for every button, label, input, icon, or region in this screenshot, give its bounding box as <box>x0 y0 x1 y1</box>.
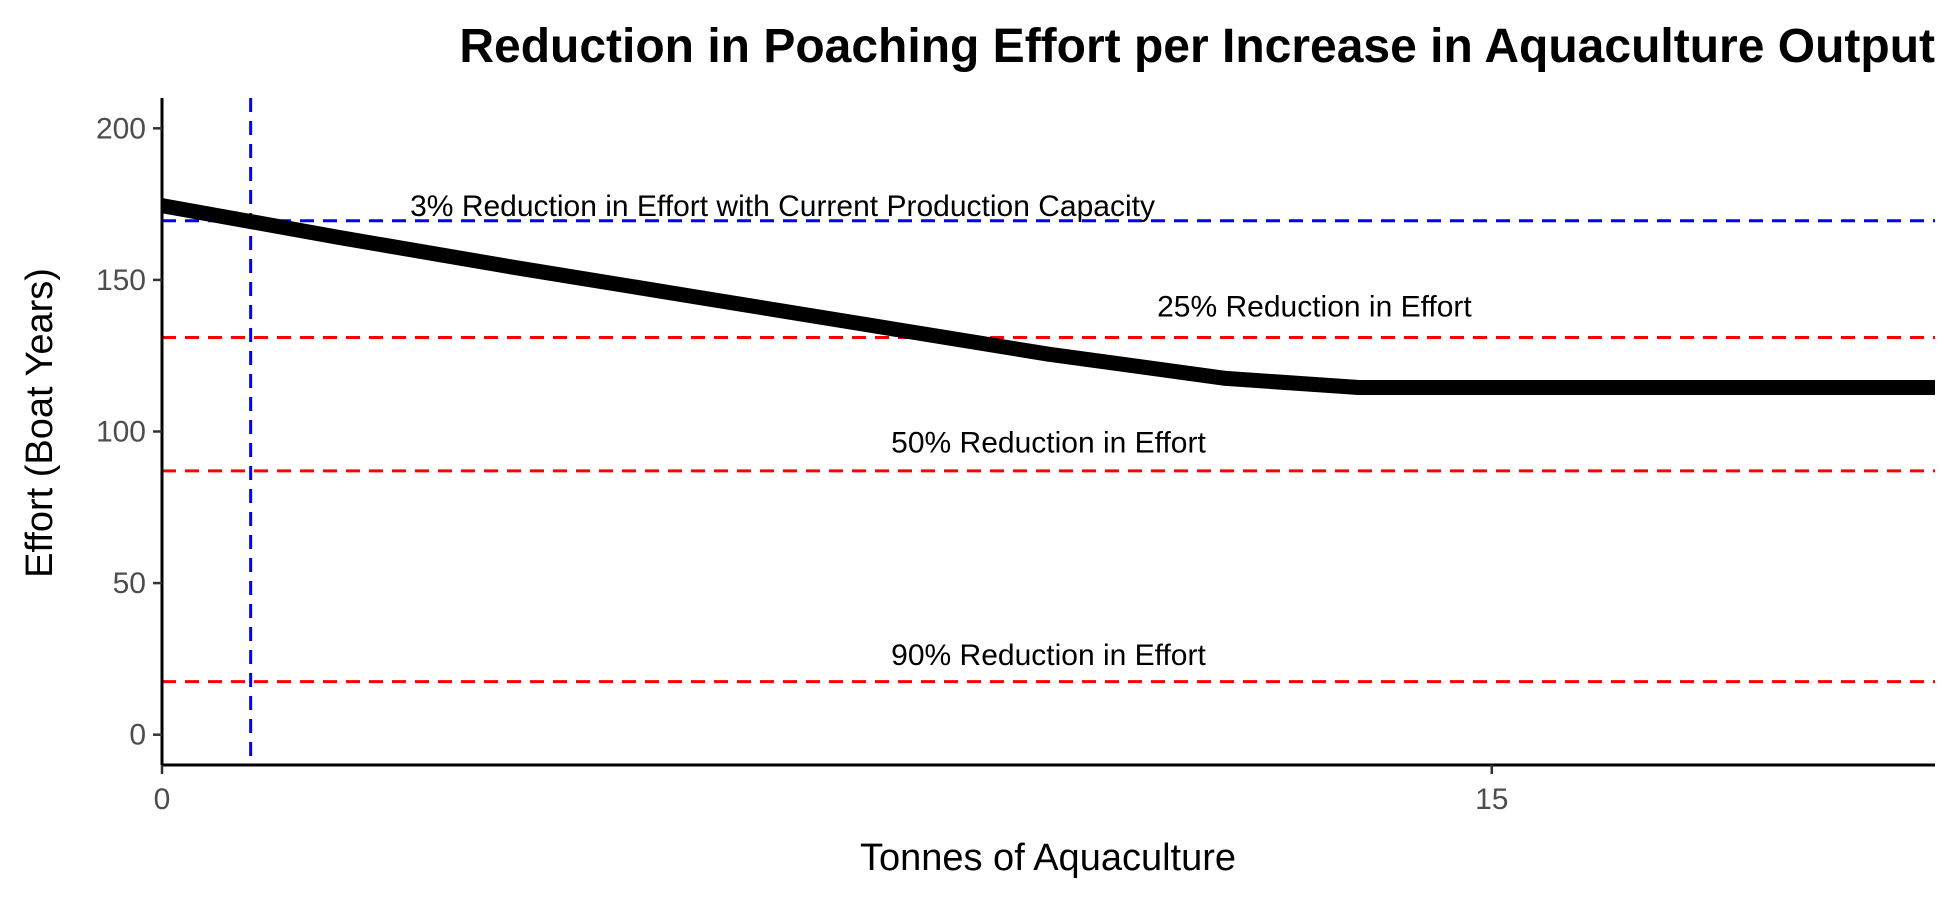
x-axis-title: Tonnes of Aquaculture <box>860 837 1236 879</box>
annotation-0: 3% Reduction in Effort with Current Prod… <box>410 190 1155 223</box>
annotation-1: 25% Reduction in Effort <box>1157 290 1472 323</box>
y-tick-label-1: 50 <box>113 567 146 600</box>
annotation-2: 50% Reduction in Effort <box>891 427 1206 460</box>
chart-title: Reduction in Poaching Effort per Increas… <box>459 20 1935 73</box>
y-tick-label-4: 200 <box>96 112 146 145</box>
series-line-0 <box>160 198 1935 395</box>
y-tick-label-0: 0 <box>129 719 146 752</box>
y-tick-label-2: 100 <box>96 416 146 449</box>
annotation-3: 90% Reduction in Effort <box>891 639 1206 672</box>
x-tick-label-0: 0 <box>154 783 171 816</box>
y-axis-title: Effort (Boat Years) <box>19 268 61 578</box>
plot-area: 3% Reduction in Effort with Current Prod… <box>96 98 1935 816</box>
x-tick-label-1: 15 <box>1475 783 1508 816</box>
y-tick-label-3: 150 <box>96 264 146 297</box>
